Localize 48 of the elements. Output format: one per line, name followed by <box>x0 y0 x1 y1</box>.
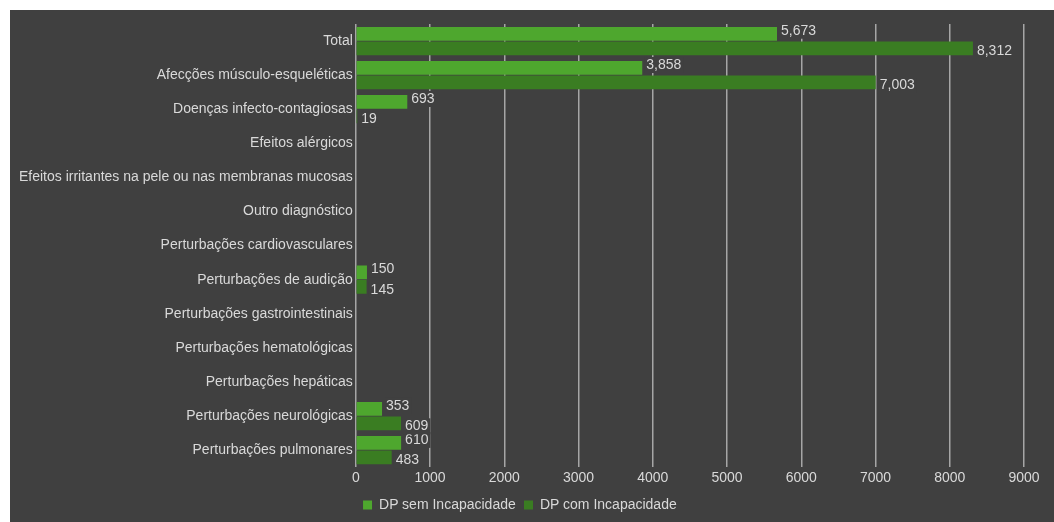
x-tick-label: 3000 <box>562 469 595 486</box>
data-label: 610 <box>405 430 429 447</box>
y-tick-label: Efeitos irritantes na pele ou nas membranas mucosas <box>18 168 353 185</box>
y-tick-label: Perturbações de audição <box>197 270 354 287</box>
data-label: 150 <box>370 260 395 277</box>
x-tick-label: 7000 <box>859 469 892 486</box>
y-tick-label: Perturbações gastrointestinais <box>164 304 353 321</box>
y-tick-label: Perturbações pulmonares <box>192 441 353 458</box>
y-tick-label: Total <box>323 31 353 48</box>
bar <box>356 26 777 41</box>
x-tick-label: 9000 <box>1008 469 1040 486</box>
data-label: 3,858 <box>646 55 682 72</box>
legend-label: DP sem Incapacidade <box>379 495 516 512</box>
bar <box>356 450 392 465</box>
data-label: 483 <box>395 451 420 468</box>
bar <box>356 95 408 109</box>
data-label: 353 <box>386 396 410 413</box>
x-tick-label: 8000 <box>934 469 966 486</box>
data-label: 7,003 <box>879 76 915 93</box>
y-tick-label: Afecções músculo-esqueléticas <box>156 66 353 82</box>
bar <box>356 436 402 450</box>
y-tick-label: Perturbações cardiovasculares <box>160 236 353 253</box>
bar <box>356 280 367 294</box>
bar <box>356 41 973 56</box>
bar <box>356 61 643 75</box>
x-tick-label: 5000 <box>711 469 743 486</box>
bar <box>356 401 383 416</box>
y-tick-label: Perturbações hepáticas <box>205 372 353 389</box>
legend-label: DP com Incapacidade <box>540 495 677 512</box>
x-tick-label: 2000 <box>488 469 521 486</box>
data-label: 8,312 <box>976 42 1013 59</box>
data-label: 693 <box>411 89 435 106</box>
x-tick-label: 1000 <box>414 469 446 486</box>
bar <box>356 75 876 90</box>
data-label: 19 <box>361 110 378 127</box>
data-label: 609 <box>405 417 429 434</box>
y-tick-label: Perturbações neurológicas <box>186 406 353 423</box>
y-tick-label: Efeitos alérgicos <box>250 134 353 151</box>
x-tick-label: 0 <box>351 469 360 486</box>
x-tick-label: 4000 <box>637 469 669 486</box>
bar <box>356 416 402 431</box>
y-tick-label: Perturbações hematológicas <box>175 338 353 355</box>
data-label: 145 <box>370 280 395 297</box>
y-tick-label: Outro diagnóstico <box>243 202 354 219</box>
y-tick-label: Doenças infecto-contagiosas <box>173 100 353 117</box>
x-tick-label: 6000 <box>785 469 818 486</box>
data-label: 5,673 <box>781 21 817 38</box>
bar <box>356 265 367 280</box>
